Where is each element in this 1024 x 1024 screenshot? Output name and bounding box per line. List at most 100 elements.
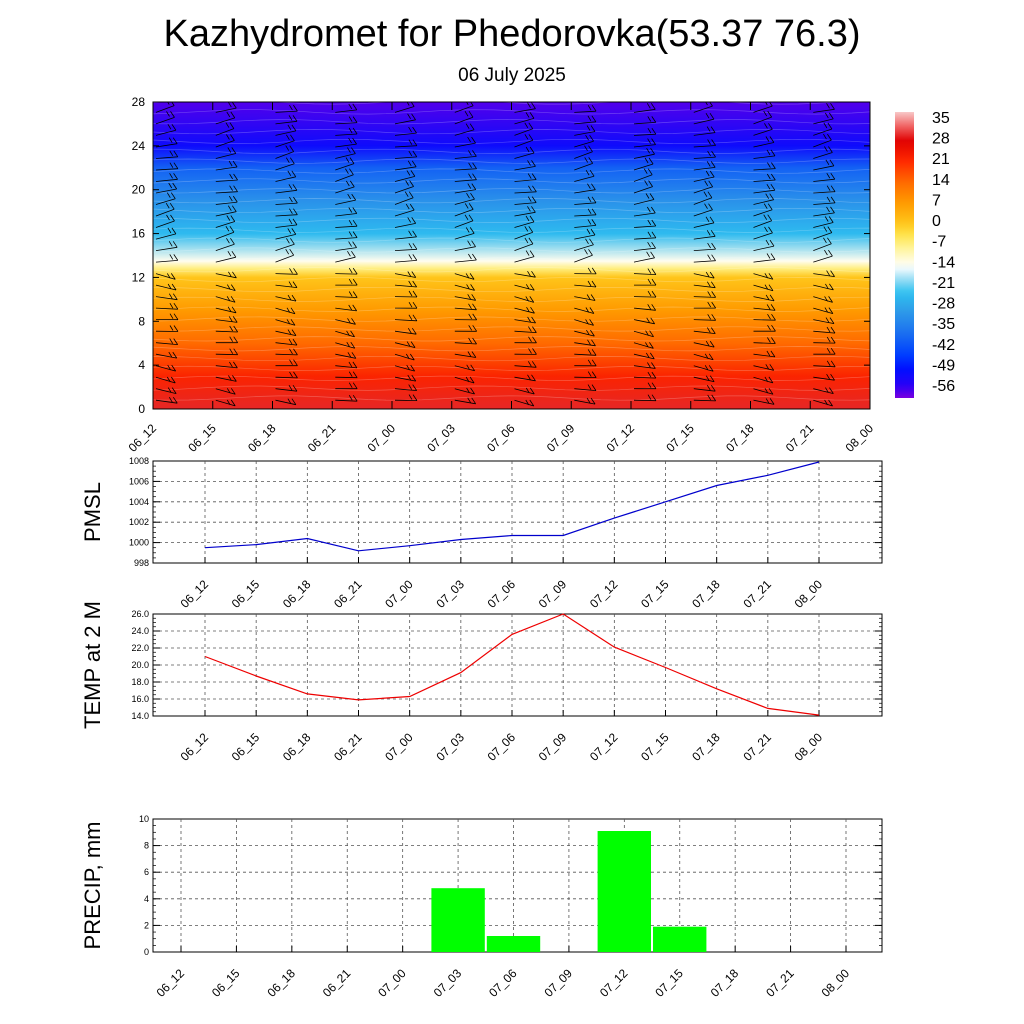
wind-barb	[155, 313, 179, 321]
wind-barb	[753, 324, 776, 332]
wind-barb	[275, 329, 297, 336]
wind-barb	[633, 206, 656, 217]
x-tick-label: 06_12	[154, 966, 188, 1000]
wind-barb	[155, 111, 175, 125]
contour-line	[153, 138, 870, 145]
wind-barb	[454, 203, 474, 217]
wind-barb	[574, 339, 596, 347]
wind-barb	[155, 241, 178, 251]
wind-barb	[753, 350, 776, 358]
wind-barb	[275, 218, 298, 228]
wind-barb	[454, 253, 477, 263]
contour-line	[153, 296, 870, 302]
wind-barb	[753, 388, 774, 395]
wind-barb	[275, 268, 298, 275]
wind-barb	[633, 362, 656, 369]
wind-barb	[335, 318, 356, 325]
x-tick-label: 07_03	[431, 966, 465, 1000]
wind-barb	[215, 225, 235, 240]
wind-barb	[394, 126, 417, 136]
wind-barb	[873, 350, 895, 356]
wind-barb	[155, 396, 178, 404]
wind-barb	[394, 384, 418, 391]
wind-barb	[514, 336, 537, 344]
wind-barb	[753, 193, 775, 205]
wind-barb	[335, 250, 356, 263]
contour-line	[153, 257, 870, 263]
wind-barb	[813, 226, 833, 240]
wind-barb	[813, 185, 836, 194]
wind-barb	[813, 196, 836, 205]
wind-barb	[813, 159, 835, 171]
wind-barb	[873, 340, 894, 346]
wind-barb	[813, 283, 834, 291]
x-tick-label: 07_00	[382, 577, 416, 611]
x-tick-label: 07_09	[536, 730, 570, 764]
contour-line	[153, 346, 870, 352]
y-tick-label: 24	[132, 139, 146, 153]
wind-barb	[813, 307, 834, 314]
x-tick-label: 07_15	[663, 421, 697, 455]
colorbar-label: 21	[932, 151, 950, 168]
contour-line	[153, 109, 870, 115]
wind-barb	[454, 123, 475, 136]
wind-barb	[454, 325, 478, 332]
x-tick-label: 07_00	[375, 966, 409, 1000]
wind-barb	[155, 137, 178, 148]
pmsl-panel: 998 1000 1002 1004 1006 1008 06_12 06_15 06_18 06…	[80, 456, 883, 611]
wind-barb	[574, 145, 593, 159]
contour-line	[153, 158, 870, 164]
x-tick-label: 07_03	[433, 577, 467, 611]
wind-barb	[394, 113, 416, 125]
wind-barb	[813, 112, 834, 125]
wind-barb	[454, 183, 477, 194]
wind-barb	[693, 384, 716, 392]
wind-barb	[155, 273, 176, 280]
wind-barb	[394, 314, 418, 322]
wind-barb	[633, 268, 657, 275]
wind-barb	[753, 376, 774, 384]
colorbar-fill	[895, 112, 914, 398]
y-tick-label: 6	[144, 867, 149, 877]
wind-barb	[693, 375, 715, 383]
x-tick-label: 07_15	[652, 966, 686, 1000]
wind-barb	[335, 241, 357, 251]
wind-barb	[873, 209, 895, 216]
wind-barb	[335, 147, 356, 159]
colorbar-label: 14	[932, 172, 950, 189]
x-tick-label: 08_00	[843, 421, 877, 455]
wind-barb	[514, 160, 536, 171]
wind-barb	[275, 359, 298, 367]
wind-barb	[693, 112, 715, 125]
wind-barb	[394, 230, 417, 240]
x-tick-label: 06_12	[178, 730, 212, 764]
colorbar-label: 0	[932, 213, 941, 230]
wind-barb	[514, 215, 535, 228]
precip-bar	[431, 888, 485, 952]
wind-barb	[335, 267, 358, 275]
wind-barb	[454, 313, 478, 321]
y-tick-label: 998	[134, 558, 149, 568]
wind-barb	[633, 116, 657, 125]
contour-line	[153, 237, 870, 243]
wind-barb	[275, 371, 298, 379]
precip-panel: 0 2 4 6 8 10 06_12 06_15 06_18 06_21 07_00 07_03 07_…	[80, 814, 883, 1000]
chart-subtitle: 06 July 2025	[458, 65, 566, 86]
wind-barb	[813, 172, 836, 182]
wind-barb	[693, 216, 715, 228]
colorbar-label: -21	[932, 275, 955, 292]
wind-barb	[394, 102, 415, 113]
contour-line	[153, 227, 870, 233]
wind-barb	[813, 122, 833, 136]
wind-barb	[155, 338, 179, 345]
x-tick-label: 07_03	[433, 730, 467, 764]
wind-barb	[693, 365, 714, 372]
contour-lines	[153, 102, 870, 401]
y-tick-label: 8	[138, 314, 145, 328]
wind-barb	[454, 376, 475, 384]
wind-barb	[813, 216, 834, 228]
wind-barb	[574, 219, 597, 228]
wind-barb	[215, 325, 239, 333]
wind-barb	[633, 241, 656, 251]
